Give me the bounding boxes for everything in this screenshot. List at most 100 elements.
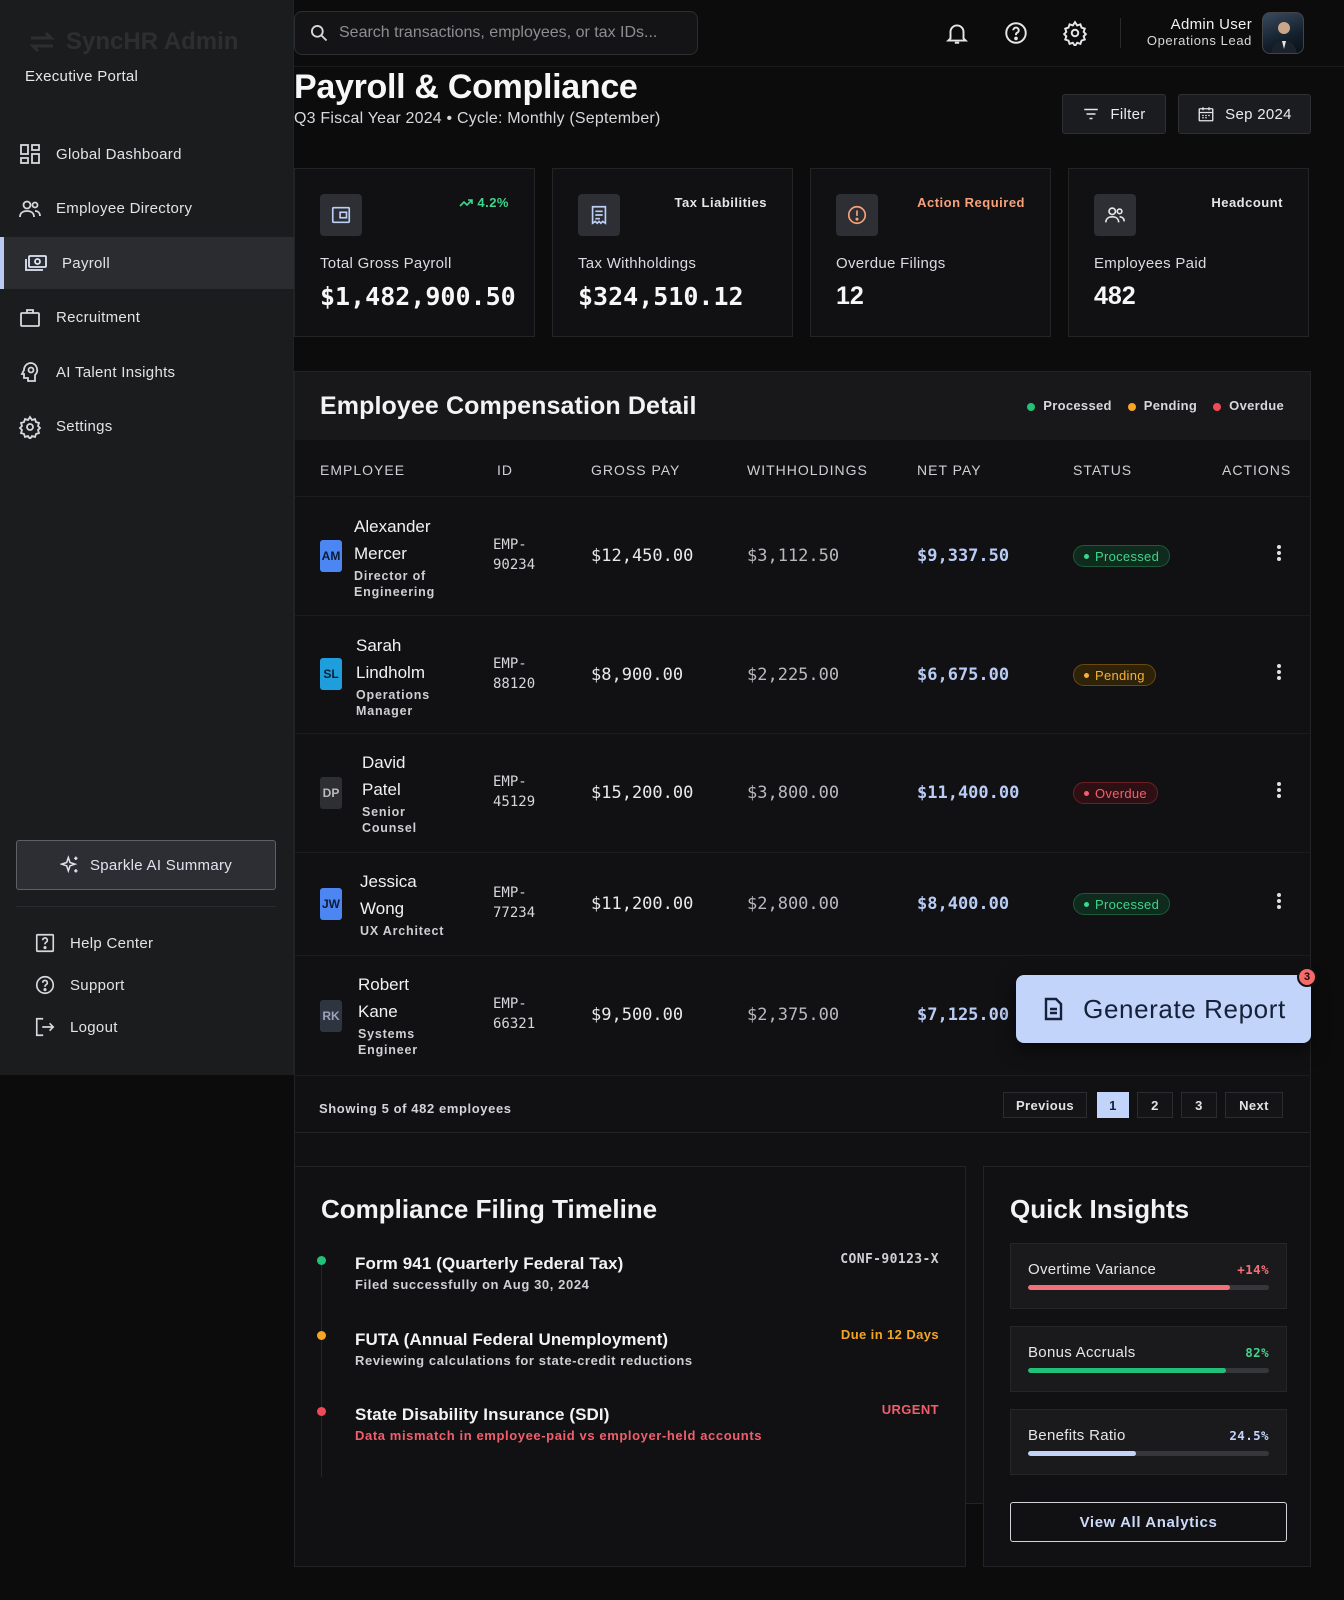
filter-label: Filter — [1110, 105, 1146, 123]
table-row[interactable]: AM Alexander Mercer Director of Engineer… — [295, 496, 1310, 615]
gear-icon[interactable] — [1062, 20, 1088, 46]
column-header-withholdings[interactable]: WITHHOLDINGS — [747, 462, 868, 478]
search-bar[interactable] — [294, 11, 698, 55]
employee-last-name: Lindholm — [356, 663, 425, 682]
net-pay: $8,400.00 — [917, 894, 1010, 914]
progress-fill — [1028, 1285, 1231, 1290]
logout-link[interactable]: Logout — [34, 1006, 153, 1048]
pagination-page-3[interactable]: 3 — [1181, 1092, 1217, 1118]
progress-fill — [1028, 1368, 1226, 1373]
date-picker-button[interactable]: Sep 2024 — [1178, 94, 1311, 134]
employee-first-name: Alexander — [354, 517, 431, 536]
calendar-icon — [1198, 107, 1214, 122]
nav-item-payroll[interactable]: Payroll — [0, 237, 294, 290]
status-badge: Overdue — [1073, 782, 1158, 804]
status-badge: Processed — [1073, 893, 1171, 915]
progress-track — [1028, 1368, 1269, 1373]
status-legend: Processed Pending Overdue — [1027, 398, 1284, 413]
pagination-page-1[interactable]: 1 — [1097, 1092, 1129, 1118]
avatar: JW — [320, 888, 342, 920]
filter-button[interactable]: Filter — [1062, 94, 1166, 134]
pagination-previous[interactable]: Previous — [1003, 1092, 1087, 1118]
employee-id-number: 66321 — [493, 1016, 536, 1032]
support-link[interactable]: Support — [34, 964, 153, 1006]
nav-label: Global Dashboard — [56, 145, 182, 163]
timeline-item-desc: Data mismatch in employee-paid vs employ… — [355, 1428, 763, 1443]
column-header-status[interactable]: STATUS — [1073, 462, 1133, 478]
quick-insights-panel: Quick Insights Overtime Variance +14% Bo… — [983, 1166, 1311, 1567]
sync-icon — [29, 31, 55, 53]
nav-item-global-dashboard[interactable]: Global Dashboard — [0, 128, 294, 180]
avatar[interactable] — [1262, 12, 1304, 54]
nav-label: Employee Directory — [56, 200, 193, 218]
secondary-nav: Help Center Support Logout — [34, 922, 153, 1048]
table-row[interactable]: SL Sarah Lindholm Operations Manager EMP… — [295, 615, 1310, 733]
gross-pay: $12,450.00 — [591, 546, 694, 566]
nav-item-recruitment[interactable]: Recruitment — [0, 292, 294, 344]
timeline-item-desc: Reviewing calculations for state-credit … — [355, 1353, 693, 1368]
gross-pay: $15,200.00 — [591, 783, 694, 803]
help-circle-icon[interactable] — [1003, 20, 1029, 46]
logout-icon — [35, 1017, 55, 1037]
sparkle-ai-summary-button[interactable]: Sparkle AI Summary — [16, 840, 276, 890]
employee-id-number: 88120 — [493, 676, 536, 692]
employee-id-number: 45129 — [493, 794, 536, 810]
user-role: Operations Lead — [1146, 33, 1252, 48]
net-pay: $11,400.00 — [917, 783, 1020, 803]
table-row[interactable]: RK Robert Kane Systems Engineer EMP- 663… — [295, 955, 1310, 1076]
pagination-next[interactable]: Next — [1225, 1092, 1283, 1118]
employee-role: UX Architect — [360, 924, 445, 938]
main-nav: Global Dashboard Employee Directory Payr… — [0, 128, 294, 456]
nav-item-employee-directory[interactable]: Employee Directory — [0, 183, 294, 235]
row-actions-menu-icon[interactable] — [1275, 778, 1283, 802]
row-actions-menu-icon[interactable] — [1275, 889, 1283, 913]
divider — [1120, 18, 1121, 48]
search-input[interactable] — [339, 24, 679, 42]
help-center-link[interactable]: Help Center — [34, 922, 153, 964]
divider — [16, 906, 276, 907]
dashboard-icon — [20, 144, 40, 164]
nav-item-ai-talent-insights[interactable]: AI Talent Insights — [0, 346, 294, 398]
column-header-gross-pay[interactable]: GROSS PAY — [591, 462, 681, 478]
kpi-value: 482 — [1094, 282, 1136, 310]
generate-report-button[interactable]: Generate Report — [1016, 975, 1311, 1043]
nav-label: AI Talent Insights — [56, 363, 176, 381]
row-actions-menu-icon[interactable] — [1275, 541, 1283, 565]
insight-label: Overtime Variance — [1028, 1261, 1157, 1278]
bell-icon[interactable] — [944, 20, 970, 46]
kpi-tag: Tax Liabilities — [674, 195, 767, 210]
pagination-page-2[interactable]: 2 — [1137, 1092, 1173, 1118]
logout-label: Logout — [70, 1018, 118, 1036]
row-actions-menu-icon[interactable] — [1275, 660, 1283, 684]
nav-item-settings[interactable]: Settings — [0, 401, 294, 453]
page-subtitle: Q3 Fiscal Year 2024 • Cycle: Monthly (Se… — [294, 110, 661, 127]
employee-id-prefix: EMP- — [493, 996, 527, 1012]
urgent-badge: URGENT — [881, 1402, 939, 1417]
kpi-label: Tax Withholdings — [578, 255, 697, 272]
column-header-net-pay[interactable]: NET PAY — [917, 462, 982, 478]
divider — [294, 1132, 1311, 1133]
insight-label: Bonus Accruals — [1028, 1344, 1136, 1361]
column-header-actions: ACTIONS — [1222, 462, 1292, 478]
kpi-tag: Action Required — [917, 195, 1025, 210]
gross-pay: $8,900.00 — [591, 665, 684, 685]
employee-first-name: Robert — [358, 975, 410, 994]
payments-icon — [25, 255, 47, 272]
table-footer: Showing 5 of 482 employees Previous 1 2 … — [294, 1075, 1311, 1132]
kpi-value: $1,482,900.50 — [320, 282, 516, 311]
avatar: SL — [320, 658, 342, 690]
portal-label: Executive Portal — [25, 68, 139, 85]
insights-title: Quick Insights — [1010, 1194, 1190, 1224]
filter-icon — [1084, 108, 1099, 120]
help-icon — [35, 933, 55, 953]
psychology-icon — [20, 362, 39, 383]
view-all-analytics-button[interactable]: View All Analytics — [1010, 1502, 1287, 1542]
column-header-id[interactable]: ID — [497, 462, 513, 478]
table-row[interactable]: JW Jessica Wong UX Architect EMP- 77234 … — [295, 852, 1310, 955]
timeline-item-title: FUTA (Annual Federal Unemployment) — [355, 1330, 669, 1349]
wallet-icon — [320, 194, 362, 236]
sparkle-icon — [59, 855, 78, 874]
column-header-employee[interactable]: EMPLOYEE — [320, 462, 406, 478]
table-row[interactable]: DP David Patel Senior Counsel EMP- 45129… — [295, 733, 1310, 852]
gross-pay: $11,200.00 — [591, 894, 694, 914]
